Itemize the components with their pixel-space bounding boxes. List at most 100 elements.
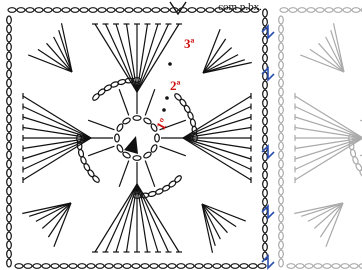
chain xyxy=(168,264,176,269)
chain xyxy=(150,264,158,269)
motif-side xyxy=(279,16,362,267)
stitch xyxy=(203,63,252,73)
chain xyxy=(7,214,12,222)
chain xyxy=(33,264,41,269)
chain xyxy=(7,232,12,240)
chain xyxy=(296,264,304,269)
motif-side xyxy=(15,151,266,268)
chain xyxy=(263,234,268,242)
chain xyxy=(263,108,268,116)
chain xyxy=(263,9,268,17)
chain xyxy=(279,259,284,267)
chain xyxy=(71,8,79,13)
chain xyxy=(174,175,183,184)
chain xyxy=(279,142,284,150)
stitch xyxy=(145,161,155,187)
chain xyxy=(332,264,340,269)
chain xyxy=(263,216,268,224)
chain xyxy=(298,8,306,13)
chain xyxy=(161,8,169,13)
chain xyxy=(7,196,12,204)
chain xyxy=(263,189,268,197)
chain xyxy=(35,8,43,13)
chain xyxy=(7,133,12,141)
chain xyxy=(263,153,268,161)
chain xyxy=(122,151,131,159)
chain xyxy=(249,264,257,269)
chain xyxy=(263,36,268,44)
chain xyxy=(263,99,268,107)
joined-motif xyxy=(279,8,362,269)
crochet-diagram: com p.bx. 3ª 2ª 1º xyxy=(0,0,362,270)
slip-stitch xyxy=(165,96,169,100)
chain xyxy=(116,8,124,13)
chain xyxy=(314,264,322,269)
chain xyxy=(279,151,284,159)
chain xyxy=(133,116,141,121)
chain xyxy=(186,264,194,269)
chain xyxy=(279,115,284,123)
slip-stitch xyxy=(162,108,166,112)
chain xyxy=(279,196,284,204)
chain xyxy=(141,264,149,269)
motif-side xyxy=(280,8,362,125)
chain xyxy=(280,8,288,13)
chain xyxy=(98,8,106,13)
chain xyxy=(213,264,221,269)
chain xyxy=(7,124,12,132)
chain xyxy=(7,250,12,258)
chain xyxy=(177,264,185,269)
chain xyxy=(279,34,284,42)
chain xyxy=(80,8,88,13)
chain xyxy=(316,8,324,13)
chain xyxy=(307,8,315,13)
page: {"caption": "com p.bx.", "rounds": [{"la… xyxy=(0,0,362,270)
chain xyxy=(279,178,284,186)
stitch xyxy=(295,138,362,180)
chain xyxy=(114,264,122,269)
chain xyxy=(263,90,268,98)
chain xyxy=(279,124,284,132)
chain xyxy=(17,8,25,13)
stitch xyxy=(334,23,344,72)
chain xyxy=(279,43,284,51)
stitch xyxy=(23,96,91,138)
chain xyxy=(116,123,124,132)
chain xyxy=(7,25,12,33)
chain xyxy=(7,205,12,213)
chain xyxy=(7,142,12,150)
chain xyxy=(7,61,12,69)
chain xyxy=(263,225,268,233)
chain xyxy=(279,25,284,33)
chain xyxy=(133,156,141,161)
chain xyxy=(7,178,12,186)
chain xyxy=(150,144,158,153)
chain xyxy=(263,126,268,134)
stitch xyxy=(183,138,251,180)
caption: com p.bx. xyxy=(218,1,262,13)
join-mark xyxy=(262,256,274,268)
stitch xyxy=(22,203,71,213)
motif xyxy=(7,8,268,269)
chain xyxy=(116,144,124,153)
chain xyxy=(279,187,284,195)
chain xyxy=(263,243,268,251)
chain xyxy=(263,198,268,206)
chain xyxy=(263,180,268,188)
chain xyxy=(125,8,133,13)
chain xyxy=(222,264,230,269)
chain xyxy=(132,264,140,269)
chain xyxy=(7,43,12,51)
start-arrow xyxy=(124,136,138,154)
chain xyxy=(60,264,68,269)
chain xyxy=(7,106,12,114)
stitch xyxy=(88,146,114,156)
stitch xyxy=(62,23,72,72)
chain xyxy=(7,97,12,105)
chain xyxy=(350,264,358,269)
motif-side xyxy=(8,8,259,125)
chain xyxy=(7,259,12,267)
chain xyxy=(7,223,12,231)
chain xyxy=(279,223,284,231)
chain xyxy=(96,264,104,269)
